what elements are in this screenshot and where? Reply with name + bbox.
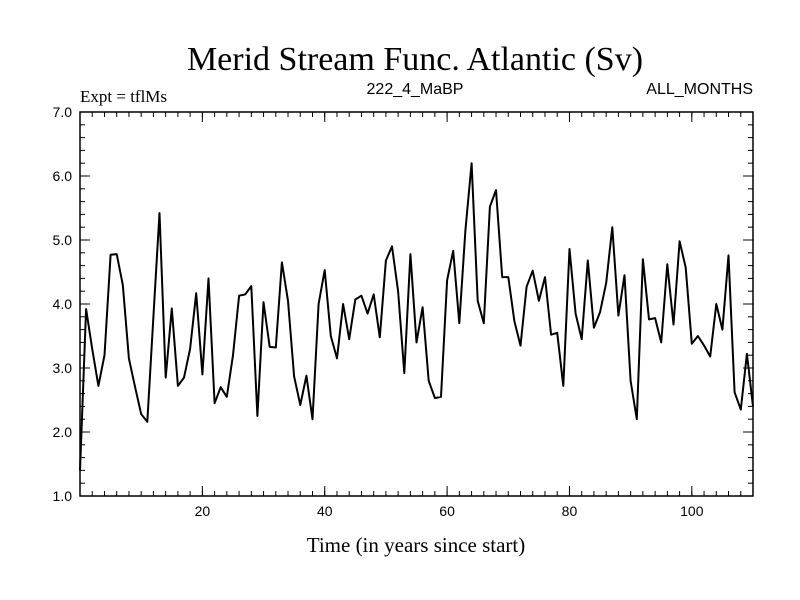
y-tick-label: 5.0 (53, 232, 73, 248)
run-label: 222_4_MaBP (367, 81, 464, 98)
plot-frame (79, 111, 754, 497)
months-label: ALL_MONTHS (646, 81, 753, 98)
chart-title: Merid Stream Func. Atlantic (Sv) (187, 41, 643, 78)
x-tick-label: 40 (317, 503, 333, 519)
series-line (79, 162, 754, 471)
expt-label: Expt = tflMs (80, 87, 167, 106)
x-axis: 20 40 60 80 100 (91, 112, 754, 519)
y-tick-label: 2.0 (53, 424, 73, 440)
x-tick-label: 20 (195, 503, 211, 519)
y-tick-label: 6.0 (53, 168, 73, 184)
x-axis-label: Time (in years since start) (307, 533, 526, 557)
y-tick-label: 7.0 (53, 104, 73, 120)
y-tick-label: 1.0 (53, 488, 73, 504)
x-tick-label: 60 (439, 503, 455, 519)
x-tick-label: 80 (562, 503, 578, 519)
y-tick-label: 3.0 (53, 360, 73, 376)
y-axis: 1.0 2.0 3.0 4.0 5.0 6.0 7.0 (53, 104, 753, 504)
y-tick-label: 4.0 (53, 296, 73, 312)
x-tick-label: 100 (680, 503, 704, 519)
